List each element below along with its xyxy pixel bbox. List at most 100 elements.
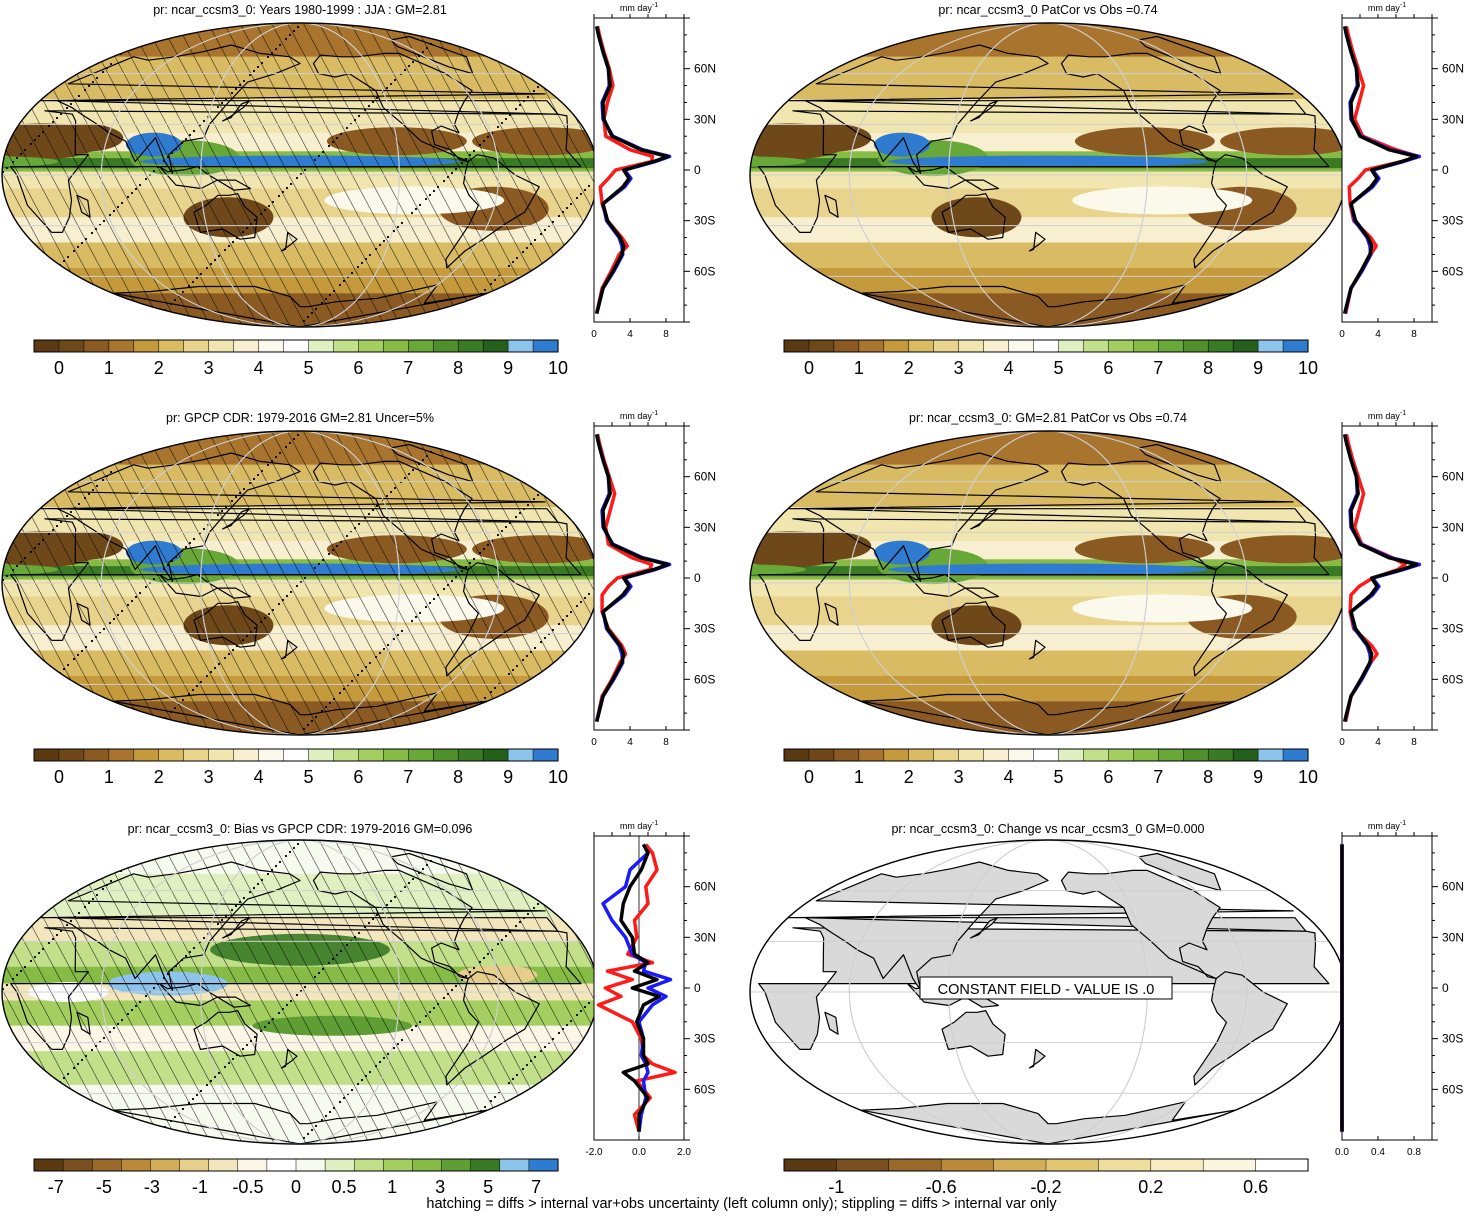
stipple-dot	[508, 521, 512, 525]
stipple-dot	[256, 882, 260, 886]
stipple-dot	[515, 1073, 519, 1077]
colorbar-swatch	[1083, 748, 1109, 762]
stipple-dot	[184, 954, 188, 958]
stipple-dot	[252, 886, 256, 890]
stipple-dot	[166, 972, 170, 976]
colorbar-label: 0	[291, 1177, 301, 1197]
colorbar-swatch	[179, 1158, 210, 1172]
stipple-dot	[392, 637, 396, 641]
stipple-dot	[195, 1093, 199, 1097]
stipple-dot	[69, 510, 73, 514]
stipple-dot	[504, 525, 508, 529]
stipple-dot	[518, 103, 522, 107]
stipple-dot	[489, 1099, 493, 1103]
colorbar-swatch	[1255, 1158, 1309, 1172]
graticule-lon	[948, 431, 1148, 735]
colorbar-label: 0.2	[1138, 1177, 1163, 1197]
colorbar-swatch	[983, 748, 1010, 762]
profile-lat-label: 60S	[1442, 1082, 1463, 1096]
colorbar-swatch	[408, 339, 434, 353]
stipple-dot	[345, 126, 349, 130]
stipple-dot	[15, 564, 19, 568]
stipple-dot	[317, 154, 321, 158]
stipple-dot	[572, 866, 576, 870]
colorbar-label: 3	[435, 1177, 445, 1197]
stipple-dot	[544, 485, 548, 489]
colorbar-swatch	[108, 339, 135, 353]
stipple-dot	[442, 179, 446, 183]
coastline	[1028, 1048, 1046, 1069]
panel-1-colorbar: 0 1 2 3 4 5 6 7 8 9 10	[783, 339, 1318, 378]
stipple-dot	[328, 701, 332, 705]
stipple-dot	[345, 943, 349, 947]
colorbar-swatch	[283, 339, 310, 353]
stipple-dot	[339, 540, 343, 544]
stipple-dot	[392, 229, 396, 233]
stipple-dot	[375, 913, 379, 917]
stipple-dot	[486, 952, 490, 956]
colorbar-label: 6	[1103, 767, 1113, 787]
stipple-dot	[144, 177, 148, 181]
stipple-dot	[414, 1024, 418, 1028]
stipple-dot	[460, 161, 464, 165]
stipple-dot	[429, 42, 433, 46]
profile-x-label: 8	[663, 329, 669, 340]
panel-3-colorbar: 0 1 2 3 4 5 6 7 8 9 10	[783, 748, 1318, 787]
stipple-dot	[479, 700, 483, 704]
stipple-dot	[296, 25, 300, 29]
panel-3-title: pr: ncar_ccsm3_0: GM=2.81 PatCor vs Obs …	[909, 411, 1187, 425]
stipple-dot	[91, 897, 95, 901]
precip-blob	[888, 155, 1208, 168]
stipple-dot	[363, 108, 367, 112]
profile-x-label: 0	[1339, 329, 1345, 340]
stipple-dot	[213, 258, 217, 262]
precip-blob	[1220, 127, 1346, 156]
coastline	[758, 110, 1330, 233]
colorbar-label: 5	[483, 1177, 493, 1197]
panel-3-map	[749, 430, 1347, 736]
colorbar-swatch	[58, 339, 85, 353]
profile-lat-label: 60S	[694, 1082, 715, 1096]
stipple-dot	[382, 1056, 386, 1060]
stipple-dot	[557, 1031, 561, 1035]
stipple-dot	[496, 942, 500, 946]
stipple-dot	[102, 1036, 106, 1040]
stipple-dot	[428, 1010, 432, 1014]
stipple-dot	[271, 200, 275, 204]
coastline	[1193, 154, 1288, 269]
stipple-dot	[130, 599, 134, 603]
stipple-dot	[130, 1008, 134, 1012]
stipple-dot	[191, 280, 195, 284]
stipple-dot	[407, 64, 411, 68]
stipple-dot	[80, 1058, 84, 1062]
stipple-dot	[29, 550, 33, 554]
stipple-dot	[162, 567, 166, 571]
colorbar-swatch	[108, 748, 135, 762]
stipple-dot	[442, 587, 446, 591]
colorbar-label: 0.6	[1243, 1177, 1268, 1197]
colorbar-swatch	[457, 748, 484, 762]
profile-x-label: 8	[1411, 737, 1417, 748]
stipple-dot	[407, 472, 411, 476]
stipple-dot	[180, 549, 184, 553]
stipple-dot	[65, 106, 69, 110]
stipple-dot	[314, 307, 318, 311]
profile-lat-label: 30S	[694, 214, 715, 228]
stipple-dot	[511, 260, 515, 264]
coastline	[824, 1011, 839, 1035]
stipple-dot	[486, 135, 490, 139]
stipple-dot	[569, 1019, 573, 1023]
stipple-dot	[579, 192, 583, 196]
stipple-dot	[159, 312, 163, 316]
colorbar-label: 9	[1253, 767, 1263, 787]
stipple-dot	[94, 227, 98, 231]
colorbar-swatch	[1045, 1158, 1099, 1172]
profile-lat-label: 30S	[694, 1032, 715, 1046]
colorbar-label: -0.2	[1030, 1177, 1061, 1197]
colorbar-frame	[783, 339, 1309, 353]
profile-x-label: 4	[1375, 329, 1381, 340]
stipple-dot	[249, 1039, 253, 1043]
stipple-dot	[521, 250, 525, 254]
stipple-dot	[363, 925, 367, 929]
stipple-dot	[54, 675, 58, 679]
